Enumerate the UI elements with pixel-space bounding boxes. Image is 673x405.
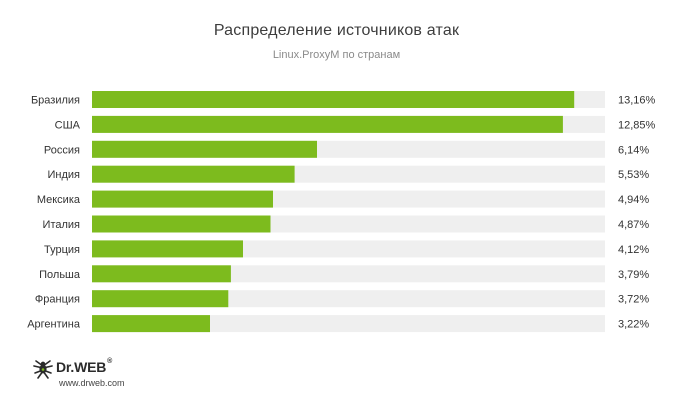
category-label: Франция <box>35 294 80 306</box>
bar <box>92 215 271 233</box>
category-label: Россия <box>44 144 80 156</box>
value-label: 4,12% <box>618 244 649 256</box>
category-label: Польша <box>39 269 81 281</box>
drweb-logo: Dr.WEB® www.drweb.com <box>32 357 152 393</box>
category-label: Бразилия <box>31 95 80 107</box>
bar <box>92 290 229 308</box>
bar <box>92 190 273 208</box>
bar-chart: Бразилия 13,16% США 12,85% Россия 6,14% Индия 5… <box>27 91 656 333</box>
value-label: 13,16% <box>618 95 656 107</box>
bar-track <box>92 315 605 333</box>
chart-subtitle: Linux.ProxyM по странам <box>272 49 401 61</box>
chart-title: Распределение источников атак <box>213 22 460 39</box>
bar <box>92 140 317 158</box>
category-label: Аргентина <box>27 319 81 331</box>
bar <box>92 265 231 283</box>
value-label: 4,87% <box>618 219 649 231</box>
category-label: США <box>55 119 81 131</box>
value-label: 3,22% <box>618 319 649 331</box>
category-label: Турция <box>44 244 80 256</box>
website-url[interactable]: www.drweb.com <box>59 378 125 388</box>
value-label: 4,94% <box>618 194 649 206</box>
category-label: Италия <box>43 219 81 231</box>
bar <box>92 115 563 133</box>
logo-text: Dr.WEB® <box>56 358 113 375</box>
value-label: 6,14% <box>618 144 649 156</box>
value-label: 5,53% <box>618 169 649 181</box>
bar <box>92 240 243 258</box>
value-label: 3,72% <box>618 294 649 306</box>
spider-logo-icon <box>33 360 53 379</box>
value-label: 12,85% <box>618 119 656 131</box>
bar <box>92 91 575 108</box>
value-label: 3,79% <box>618 269 649 281</box>
category-label: Мексика <box>37 194 81 206</box>
bar <box>92 315 210 333</box>
bar <box>92 165 295 183</box>
category-label: Индия <box>47 169 80 181</box>
